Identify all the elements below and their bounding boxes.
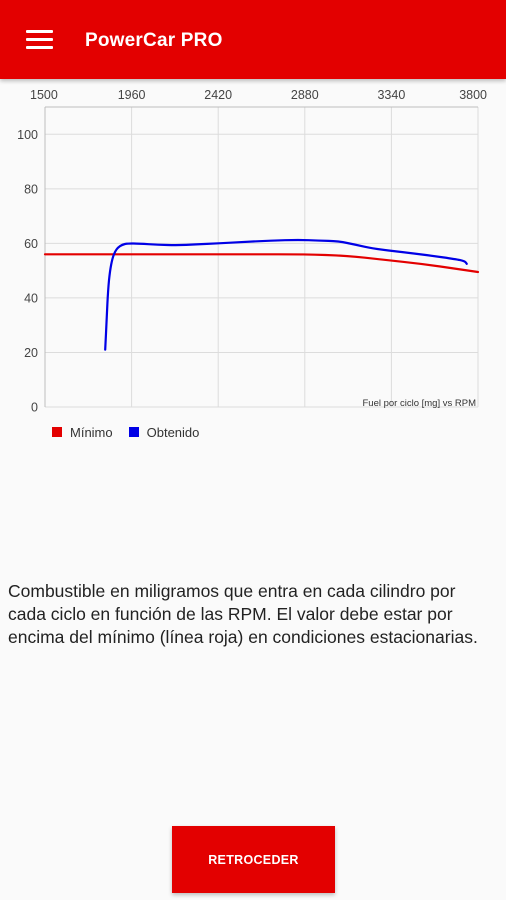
y-tick-label: 80 <box>24 182 38 196</box>
legend-swatch-obtenido <box>128 427 139 437</box>
series-line-obtenido <box>104 238 468 351</box>
legend-item-minimo: Mínimo <box>52 425 113 440</box>
x-tick-label: 2880 <box>291 88 319 102</box>
x-tick-label: 1500 <box>30 88 58 102</box>
y-tick-label: 40 <box>24 291 38 305</box>
description-text: Combustible en miligramos que entra en c… <box>8 581 478 647</box>
y-tick-label: 0 <box>31 401 38 415</box>
hamburger-menu-icon[interactable] <box>26 30 53 50</box>
legend-item-obtenido: Obtenido <box>128 424 200 440</box>
fuel-chart: 1500 1960 2420 2880 3340 3800 0 20 40 60 80 100 Fu… <box>0 79 506 449</box>
chart-legend: Mínimo Obtenido <box>52 424 215 440</box>
y-tick-label: 100 <box>17 128 38 142</box>
x-tick-label: 3340 <box>377 88 405 102</box>
chart-svg: 1500 1960 2420 2880 3340 3800 0 20 40 60 80 100 Fu… <box>17 88 487 415</box>
chart-description-label: Fuel por ciclo [mg] vs RPM <box>363 398 477 409</box>
app-bar: PowerCar PRO <box>0 0 506 79</box>
x-tick-label: 2420 <box>204 88 232 102</box>
app-title: PowerCar PRO <box>85 30 223 51</box>
y-tick-label: 20 <box>24 346 38 360</box>
series-line-mnimo <box>43 253 480 274</box>
legend-label-minimo: Mínimo <box>70 424 113 440</box>
back-button[interactable]: RETROCEDER <box>172 826 335 893</box>
x-tick-label: 3800 <box>459 88 487 102</box>
x-tick-label: 1960 <box>118 88 146 102</box>
y-tick-label: 60 <box>24 237 38 251</box>
legend-swatch-minimo <box>52 427 62 437</box>
legend-label-obtenido: Obtenido <box>146 424 200 440</box>
